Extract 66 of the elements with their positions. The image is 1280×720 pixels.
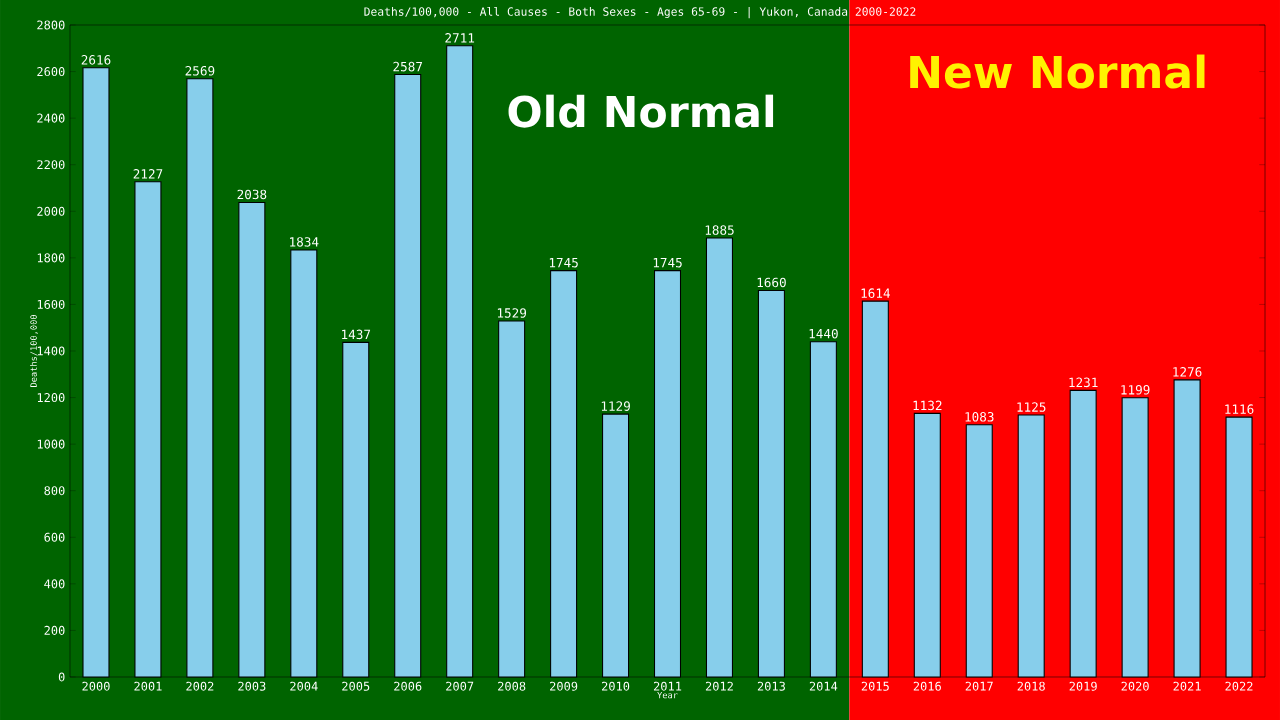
y-tick-label: 400 (44, 579, 65, 589)
data-label: 1614 (861, 288, 890, 298)
data-label: 1440 (809, 328, 838, 339)
data-label: 1745 (653, 258, 682, 268)
x-tick-label: 2017 (965, 681, 993, 691)
y-tick-label: 600 (44, 532, 65, 542)
x-tick-label: 2019 (1069, 681, 1097, 691)
x-tick-label: 2002 (186, 681, 214, 691)
y-tick-label: 200 (44, 625, 65, 635)
x-tick-label: 2015 (861, 681, 889, 691)
y-tick-label: 1600 (37, 299, 65, 309)
x-tick-label: 2010 (602, 681, 630, 691)
data-label: 1132 (913, 400, 942, 411)
x-tick-label: 2016 (913, 681, 941, 691)
data-label: 2127 (133, 169, 163, 179)
y-tick-label: 1200 (37, 393, 65, 403)
x-axis-title: Year (657, 691, 678, 699)
data-label: 2711 (445, 33, 475, 43)
y-tick-label: 1400 (37, 346, 65, 356)
y-tick-label: 2000 (37, 206, 65, 216)
data-label: 1083 (965, 412, 994, 422)
x-tick-label: 2014 (809, 681, 838, 691)
data-label: 1885 (705, 225, 734, 235)
x-tick-label: 2020 (1121, 681, 1149, 691)
data-label: 2587 (393, 61, 423, 72)
x-tick-label: 2008 (498, 681, 526, 691)
y-tick-label: 1000 (37, 439, 65, 449)
data-label: 2569 (185, 65, 215, 76)
data-label: 2616 (81, 55, 111, 65)
y-tick-label: 2200 (37, 160, 65, 170)
data-label: 1745 (549, 258, 578, 268)
band-label: Old Normal (508, 94, 774, 128)
x-tick-label: 2011 (653, 681, 682, 691)
data-label: 1529 (497, 308, 527, 318)
x-tick-label: 2009 (550, 681, 578, 691)
x-tick-label: 2004 (290, 681, 318, 691)
x-tick-label: 2018 (1017, 681, 1045, 691)
x-tick-label: 2012 (705, 681, 733, 691)
x-tick-label: 2001 (134, 681, 162, 691)
y-tick-label: 0 (58, 672, 65, 682)
data-label: 1199 (1121, 385, 1150, 395)
y-tick-label: 2400 (37, 113, 65, 123)
y-axis-title: Deaths/100,000 (30, 315, 38, 387)
band-label: New Normal (910, 54, 1205, 89)
x-tick-label: 2005 (342, 681, 370, 691)
data-label: 1276 (1173, 367, 1202, 377)
y-tick-label: 800 (44, 486, 65, 496)
data-label: 1231 (1069, 377, 1098, 388)
data-label: 2038 (237, 189, 267, 200)
x-tick-label: 2006 (394, 681, 422, 691)
x-tick-label: 2003 (238, 681, 266, 691)
chart-title: Deaths/100,000 - All Causes - Both Sexes - Ages 65-69 - | Yukon, Canada 2000-2022 (364, 6, 916, 19)
data-label: 1125 (1017, 402, 1046, 412)
data-label: 1129 (601, 401, 630, 411)
x-tick-label: 2000 (82, 681, 110, 691)
x-tick-label: 2007 (446, 681, 474, 691)
y-tick-label: 2600 (37, 67, 65, 77)
data-label: 1834 (290, 237, 319, 247)
data-label: 1660 (757, 277, 786, 288)
x-tick-label: 2013 (757, 681, 785, 691)
x-tick-label: 2021 (1173, 681, 1201, 691)
data-label: 1437 (342, 329, 371, 340)
x-tick-label: 2022 (1225, 681, 1253, 691)
y-tick-label: 1800 (37, 253, 65, 263)
data-label: 1116 (1225, 404, 1254, 414)
y-tick-label: 2800 (37, 20, 65, 30)
